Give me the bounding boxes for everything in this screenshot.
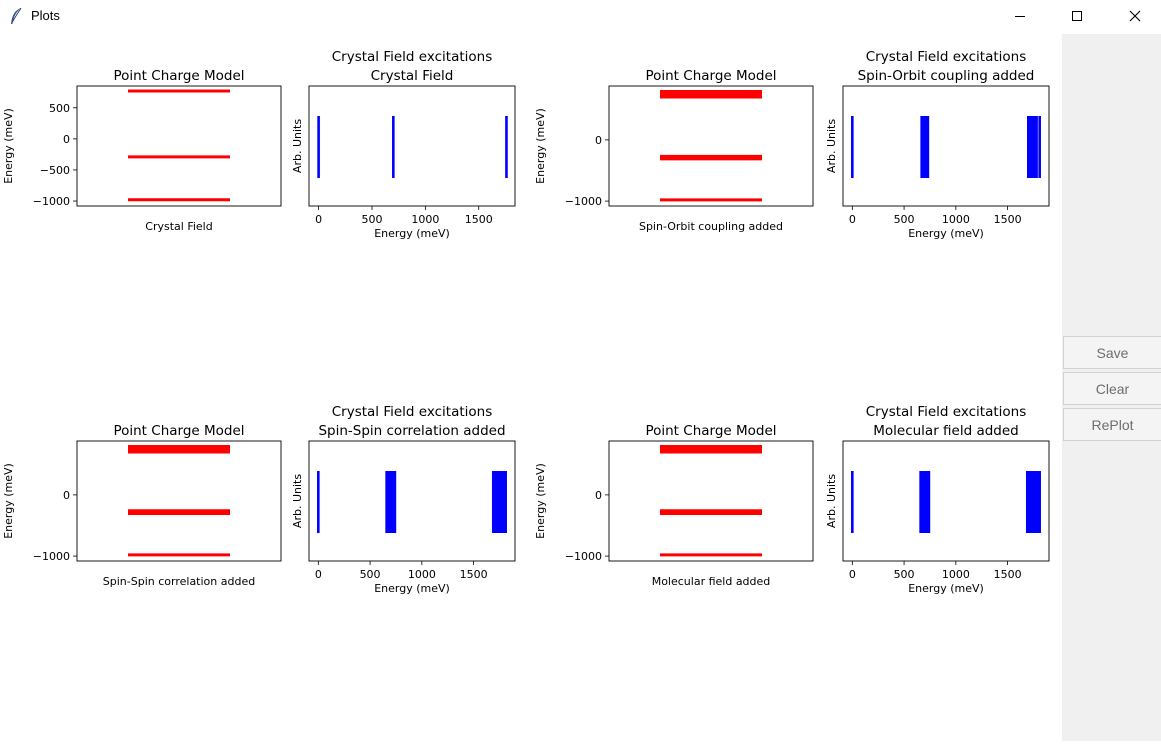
y-tick-label: −1000 (565, 550, 602, 563)
x-tick-label: 1500 (460, 568, 488, 581)
axes-frame (608, 85, 814, 207)
y-axis-label: Arb. Units (825, 474, 838, 528)
y-tick-label: 0 (63, 489, 70, 502)
chart-panel: 0 −1000 Energy (meV) Spin-Spin correlation … (2, 423, 282, 588)
chart-title: Point Charge Model (645, 423, 776, 439)
chart-panel: 0 500 1000 1500 Energy (meV) Arb. Units Crysta… (825, 404, 1050, 595)
chart-panel: 500 0 −500 −1000 Energy (meV) Crystal Field Po… (2, 68, 282, 233)
x-tick-label: 500 (894, 213, 915, 226)
x-tick-label: 0 (315, 213, 322, 226)
chart-title: Crystal Field excitations (332, 49, 493, 65)
chart-title: Point Charge Model (645, 68, 776, 84)
axes-frame (842, 440, 1050, 562)
y-tick-label: −1000 (33, 550, 70, 563)
axes-frame (76, 440, 282, 562)
chart-subtitle: Spin-Spin correlation added (318, 423, 505, 439)
y-tick-label: 0 (595, 134, 602, 147)
chart-subtitle: Crystal Field (371, 68, 454, 84)
plots-figure: 500 0 −500 −1000 Energy (meV) Crystal Field Po… (2, 49, 1050, 595)
x-axis-label: Energy (meV) (908, 227, 984, 240)
chart-panel: 0 −1000 Energy (meV) Spin-Orbit coupling ad… (534, 68, 814, 233)
x-tick-label: 1000 (408, 568, 436, 581)
x-axis-label: Crystal Field (145, 220, 212, 233)
side-panel: Save Clear RePlot (1062, 34, 1161, 741)
y-axis-label: Arb. Units (825, 119, 838, 173)
save-button[interactable]: Save (1063, 336, 1161, 369)
axes-frame (308, 440, 516, 562)
chart-title: Point Charge Model (113, 423, 244, 439)
maximize-button[interactable] (1054, 0, 1100, 32)
axes-frame (842, 85, 1050, 207)
close-button[interactable] (1112, 0, 1158, 32)
chart-title: Crystal Field excitations (866, 49, 1027, 65)
x-tick-label: 0 (849, 213, 856, 226)
chart-title: Point Charge Model (113, 68, 244, 84)
x-tick-label: 1500 (465, 213, 493, 226)
x-tick-label: 1000 (411, 213, 439, 226)
x-axis-label: Molecular field added (652, 575, 771, 588)
chart-panel: 0 500 1000 1500 Energy (meV) Arb. Units Crysta… (291, 404, 516, 595)
y-axis-label: Energy (meV) (534, 463, 547, 539)
plot-canvas: 500 0 −500 −1000 Energy (meV) Crystal Field Po… (0, 34, 1062, 741)
axes-frame (608, 440, 814, 562)
y-tick-label: −1000 (565, 195, 602, 208)
y-tick-label: −1000 (33, 195, 70, 208)
y-tick-label: 0 (63, 133, 70, 146)
chart-panel: 0 500 1000 1500 Energy (meV) Arb. Units Crysta… (291, 49, 516, 240)
replot-button[interactable]: RePlot (1063, 408, 1161, 441)
chart-panel: 0 500 1000 1500 Energy (meV) Arb. Units Crysta… (825, 49, 1050, 240)
maximize-icon (1072, 11, 1082, 21)
y-tick-label: −500 (40, 164, 70, 177)
chart-subtitle: Molecular field added (873, 423, 1019, 439)
y-axis-label: Energy (meV) (534, 108, 547, 184)
x-axis-label: Spin-Orbit coupling added (639, 220, 783, 233)
x-axis-label: Energy (meV) (374, 227, 450, 240)
chart-title: Crystal Field excitations (332, 404, 493, 420)
x-axis-label: Spin-Spin correlation added (103, 575, 255, 588)
minimize-icon (1015, 16, 1025, 17)
x-tick-label: 1500 (994, 213, 1022, 226)
clear-button[interactable]: Clear (1063, 372, 1161, 405)
x-axis-label: Energy (meV) (374, 582, 450, 595)
y-axis-label: Arb. Units (291, 474, 304, 528)
y-axis-label: Energy (meV) (2, 108, 15, 184)
y-tick-label: 500 (49, 102, 70, 115)
window-title: Plots (31, 8, 60, 23)
axes-frame (76, 85, 282, 207)
x-tick-label: 500 (361, 213, 382, 226)
x-tick-label: 1000 (942, 568, 970, 581)
title-bar: Plots (0, 0, 1161, 34)
axes-frame (308, 85, 516, 207)
feather-icon (11, 7, 22, 24)
y-axis-label: Energy (meV) (2, 463, 15, 539)
y-axis-label: Arb. Units (291, 119, 304, 173)
x-tick-label: 1500 (994, 568, 1022, 581)
x-tick-label: 500 (360, 568, 381, 581)
chart-panel: 0 −1000 Energy (meV) Molecular field added P… (534, 423, 814, 588)
x-axis-label: Energy (meV) (908, 582, 984, 595)
y-tick-label: 0 (595, 489, 602, 502)
x-tick-label: 500 (894, 568, 915, 581)
x-tick-label: 0 (849, 568, 856, 581)
x-tick-label: 0 (315, 568, 322, 581)
chart-title: Crystal Field excitations (866, 404, 1027, 420)
close-icon (1129, 10, 1141, 22)
x-tick-label: 1000 (942, 213, 970, 226)
chart-subtitle: Spin-Orbit coupling added (858, 68, 1035, 84)
minimize-button[interactable] (997, 0, 1043, 32)
